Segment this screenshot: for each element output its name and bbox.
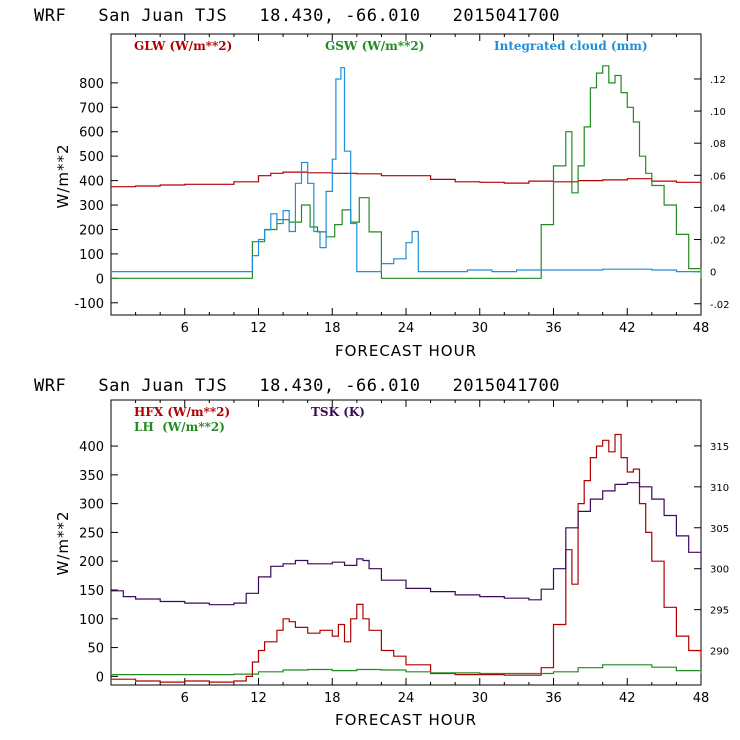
chart2-ticks: 6 12 18 24 30 36 42 48 0 50 100 150 200 250 300 350 400 2… <box>79 400 729 706</box>
chart1-legend-gsw: GSW (W/m**2) <box>325 39 424 53</box>
chart2-plot-frame <box>110 399 702 686</box>
chart2-xtick-label: 42 <box>619 691 636 706</box>
chart2-series <box>111 433 702 683</box>
chart1-xtick-label: 24 <box>398 321 415 336</box>
chart2-ylabel: W/m**2 <box>54 510 72 575</box>
chart2-ytick-label: 0 <box>96 670 104 685</box>
chart2-y2tick-label: 315 <box>710 442 729 453</box>
chart1-xlabel: FORECAST HOUR <box>335 342 477 360</box>
chart2-ytick-label: 350 <box>79 469 104 484</box>
chart1-y2tick-label: .04 <box>710 203 726 214</box>
chart1-ytick-label: 500 <box>79 150 104 165</box>
chart1-ytick-label: 700 <box>79 101 104 116</box>
chart2-xtick-label: 36 <box>545 691 562 706</box>
chart2-ytick-label: 300 <box>79 498 104 513</box>
chart1-series-glw <box>111 171 702 188</box>
chart2-series-hfx <box>111 433 702 683</box>
chart1-ticks: 6 12 18 24 30 36 42 48 -100 0 100 200 300 400 500 600 70… <box>74 34 730 336</box>
chart1-y2tick-label: .08 <box>710 139 726 150</box>
chart1-series <box>111 65 702 279</box>
chart2-y2tick-label: 300 <box>710 565 729 576</box>
chart1-y2tick-label: 0 <box>710 268 716 279</box>
chart1-y2tick-label: .12 <box>710 75 726 86</box>
chart2-xtick-label: 24 <box>398 691 415 706</box>
chart1-ytick-label: 400 <box>79 175 104 190</box>
chart1-ytick-label: 600 <box>79 126 104 141</box>
chart2-xlabel: FORECAST HOUR <box>335 711 477 729</box>
chart1-y2tick-label: .10 <box>710 107 726 118</box>
chart1-y2tick-label: .02 <box>710 236 726 247</box>
chart2-ytick-label: 100 <box>79 613 104 628</box>
chart1-xtick-label: 18 <box>324 321 341 336</box>
chart2-ytick-label: 50 <box>87 642 104 657</box>
chart1-plot-frame <box>110 33 702 316</box>
chart1-series-gsw <box>111 65 702 279</box>
chart2-series-lh <box>111 664 702 676</box>
chart1-legend-glw: GLW (W/m**2) <box>134 39 232 53</box>
chart2-xtick-label: 12 <box>250 691 267 706</box>
chart1-legend-cloud: Integrated cloud (mm) <box>494 39 648 53</box>
chart1-ytick-label: 200 <box>79 223 104 238</box>
chart1-title: WRF San Juan TJS 18.430, -66.010 2015041… <box>34 6 560 26</box>
chart2-legend-hfx: HFX (W/m**2) <box>134 405 230 419</box>
chart2-y2tick-label: 290 <box>710 647 729 658</box>
chart1-xtick-label: 12 <box>250 321 267 336</box>
chart1-xtick-label: 36 <box>545 321 562 336</box>
chart2-y2tick-label: 310 <box>710 483 729 494</box>
chart2-xtick-label: 30 <box>471 691 488 706</box>
chart2-ytick-label: 150 <box>79 584 104 599</box>
chart2-xtick-label: 48 <box>693 691 710 706</box>
chart1-xtick-label: 30 <box>471 321 488 336</box>
chart2-y2tick-label: 305 <box>710 524 729 535</box>
chart2-ytick-label: 250 <box>79 526 104 541</box>
chart1-y2tick-label: -.02 <box>710 300 730 311</box>
chart2-ytick-label: 200 <box>79 555 104 570</box>
chart1-xtick-label: 6 <box>181 321 189 336</box>
chart1-ytick-label: -100 <box>74 297 104 312</box>
chart1-series-cloud <box>111 67 701 273</box>
chart2-xtick-label: 18 <box>324 691 341 706</box>
chart2-y2tick-label: 295 <box>710 606 729 617</box>
chart1-ytick-label: 800 <box>79 77 104 92</box>
chart2-xtick-label: 6 <box>181 691 189 706</box>
chart2-legend-tsk: TSK (K) <box>311 405 365 419</box>
chart2-series-tsk <box>111 482 702 606</box>
chart2-ytick-label: 400 <box>79 440 104 455</box>
chart1-ytick-label: 0 <box>96 272 104 287</box>
chart1-ytick-label: 100 <box>79 248 104 263</box>
chart1-xtick-label: 48 <box>693 321 710 336</box>
chart1-ytick-label: 300 <box>79 199 104 214</box>
chart1-y2tick-label: .06 <box>710 171 726 182</box>
chart2-title: WRF San Juan TJS 18.430, -66.010 2015041… <box>34 376 560 396</box>
chart2-legend-lh: LH (W/m**2) <box>134 420 225 434</box>
chart1-ylabel: W/m**2 <box>54 143 72 208</box>
chart1-xtick-label: 42 <box>619 321 636 336</box>
